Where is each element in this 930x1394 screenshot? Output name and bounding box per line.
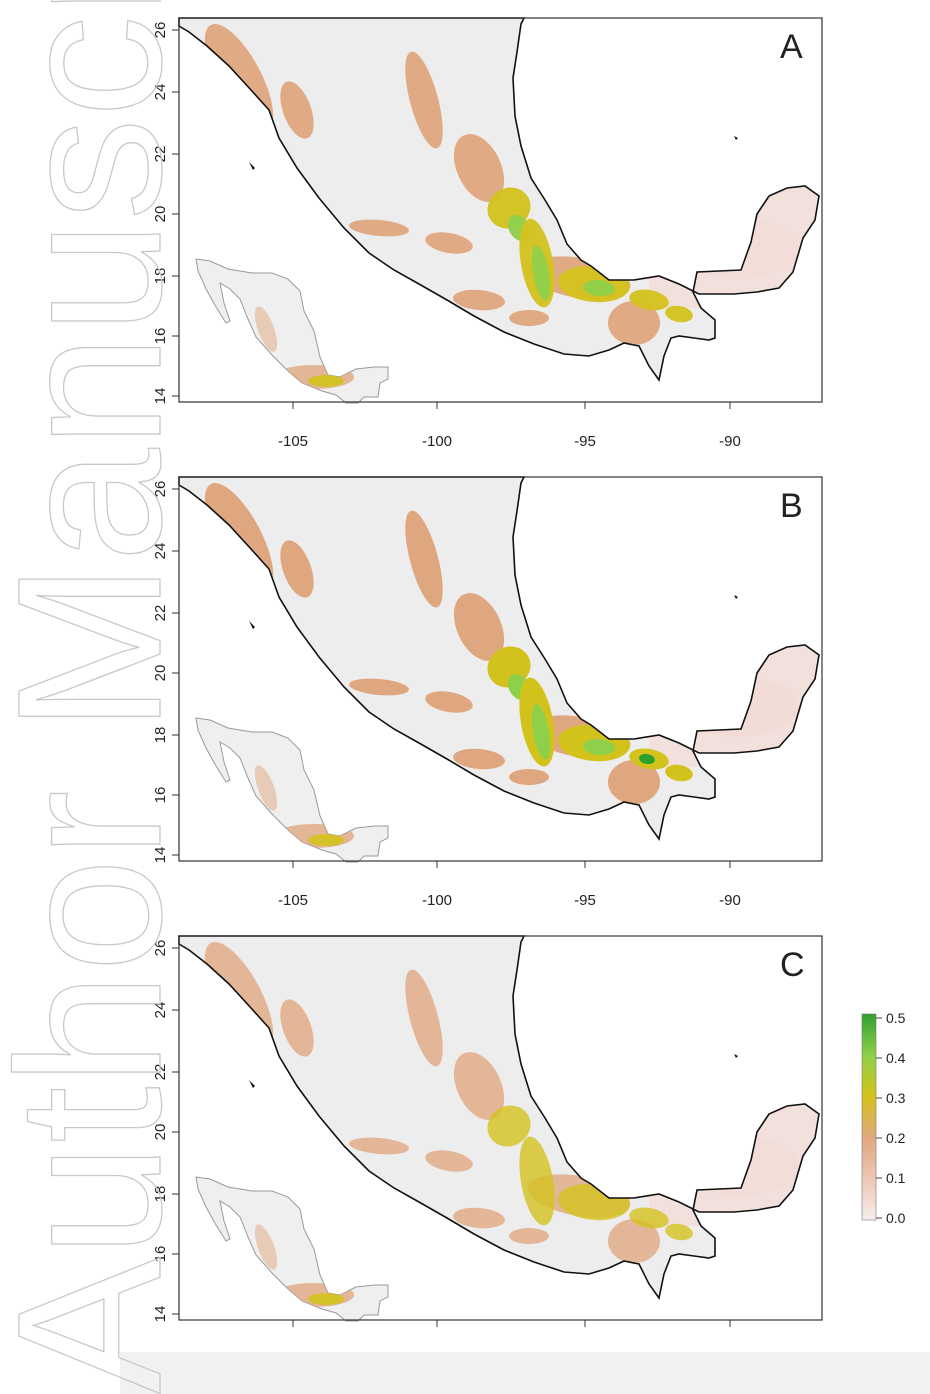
suitability-patch bbox=[405, 969, 443, 1067]
suitability-patch bbox=[487, 1105, 531, 1147]
x-tick-label: -100 bbox=[422, 892, 452, 909]
map-panel-a: A -105 -100 -95 -90 14 16 18 20 22 24 26 bbox=[152, 17, 823, 450]
island bbox=[249, 1080, 255, 1088]
suitability-patch bbox=[639, 753, 655, 765]
suitability-patch bbox=[583, 738, 615, 756]
y-tick-label: 14 bbox=[152, 1306, 169, 1323]
suitability-patch bbox=[405, 510, 443, 608]
legend-tick-label: 0.0 bbox=[886, 1210, 906, 1226]
y-tick-label: 22 bbox=[152, 1064, 169, 1081]
y-tick-label: 16 bbox=[152, 1246, 169, 1263]
suitability-patch bbox=[425, 691, 473, 713]
suitability-patch bbox=[453, 748, 505, 770]
suitability-patch bbox=[425, 232, 473, 254]
suitability-patch bbox=[405, 51, 443, 149]
map-border bbox=[178, 935, 823, 1321]
y-tick-label: 18 bbox=[152, 1186, 169, 1203]
legend-tick-label: 0.4 bbox=[886, 1050, 906, 1066]
y-tick-label: 20 bbox=[152, 206, 169, 223]
island bbox=[249, 162, 255, 170]
y-tick-label: 26 bbox=[152, 481, 169, 498]
y-tick-label: 18 bbox=[152, 727, 169, 744]
suitability-patch bbox=[665, 1223, 693, 1241]
island bbox=[249, 621, 255, 629]
suitability-patch bbox=[509, 310, 549, 326]
y-tick-label: 20 bbox=[152, 665, 169, 682]
map-border bbox=[178, 476, 823, 862]
y-tick-label: 24 bbox=[152, 84, 169, 101]
footer-strip bbox=[120, 1352, 930, 1394]
panel-label: B bbox=[780, 487, 803, 525]
x-tick-label: -105 bbox=[278, 433, 308, 450]
y-tick-label: 18 bbox=[152, 268, 169, 285]
map-panel-b: B -105 -100 -95 -90 14 16 18 20 22 24 26 bbox=[152, 476, 823, 909]
suitability-patch bbox=[280, 999, 314, 1057]
y-tick-label: 16 bbox=[152, 787, 169, 804]
suitability-patch bbox=[280, 81, 314, 139]
suitability-patch bbox=[349, 1137, 409, 1155]
suitability-patch bbox=[531, 704, 551, 760]
legend-tick-label: 0.5 bbox=[886, 1010, 906, 1026]
island bbox=[734, 136, 738, 140]
x-tick-label: -90 bbox=[719, 433, 741, 450]
y-tick-label: 14 bbox=[152, 388, 169, 405]
suitability-patch bbox=[509, 769, 549, 785]
x-tick-label: -90 bbox=[719, 892, 741, 909]
map-border bbox=[178, 17, 823, 403]
suitability-patch bbox=[453, 134, 505, 202]
suitability-patch bbox=[349, 678, 409, 696]
y-tick-label: 20 bbox=[152, 1124, 169, 1141]
legend-tick-label: 0.3 bbox=[886, 1090, 906, 1106]
suitability-patch bbox=[519, 1136, 555, 1226]
island bbox=[734, 1054, 738, 1058]
x-tick-label: -100 bbox=[422, 433, 452, 450]
legend-tick-label: 0.1 bbox=[886, 1170, 906, 1186]
island bbox=[734, 595, 738, 599]
suitability-patch bbox=[665, 764, 693, 782]
x-tick-label: -95 bbox=[574, 433, 596, 450]
panel-label: A bbox=[780, 28, 803, 66]
suitability-patch bbox=[608, 1219, 660, 1263]
y-tick-label: 26 bbox=[152, 22, 169, 39]
suitability-patch bbox=[280, 540, 314, 598]
suitability-patch bbox=[453, 593, 505, 661]
suitability-patch bbox=[583, 279, 615, 297]
y-tick-label: 22 bbox=[152, 146, 169, 163]
suitability-patch bbox=[608, 301, 660, 345]
y-tick-label: 24 bbox=[152, 543, 169, 560]
y-tick-label: 14 bbox=[152, 847, 169, 864]
suitability-patch bbox=[425, 1150, 473, 1172]
suitability-patch bbox=[608, 760, 660, 804]
suitability-patch bbox=[509, 1228, 549, 1244]
y-tick-label: 24 bbox=[152, 1002, 169, 1019]
legend-tick-label: 0.2 bbox=[886, 1130, 906, 1146]
suitability-patch bbox=[531, 245, 551, 301]
color-legend: 0.5 0.4 0.3 0.2 0.1 0.0 bbox=[861, 1010, 906, 1226]
panel-label: C bbox=[780, 946, 805, 984]
suitability-patch bbox=[665, 305, 693, 323]
x-tick-label: -95 bbox=[574, 892, 596, 909]
suitability-patch bbox=[453, 1052, 505, 1120]
suitability-patch bbox=[629, 1207, 669, 1229]
suitability-patch bbox=[453, 1207, 505, 1229]
y-tick-label: 22 bbox=[152, 605, 169, 622]
x-tick-label: -105 bbox=[278, 892, 308, 909]
suitability-patch bbox=[453, 289, 505, 311]
y-tick-label: 26 bbox=[152, 940, 169, 957]
legend-colorbar bbox=[861, 1013, 877, 1221]
y-tick-label: 16 bbox=[152, 328, 169, 345]
suitability-patch bbox=[349, 219, 409, 237]
suitability-patch bbox=[629, 289, 669, 311]
